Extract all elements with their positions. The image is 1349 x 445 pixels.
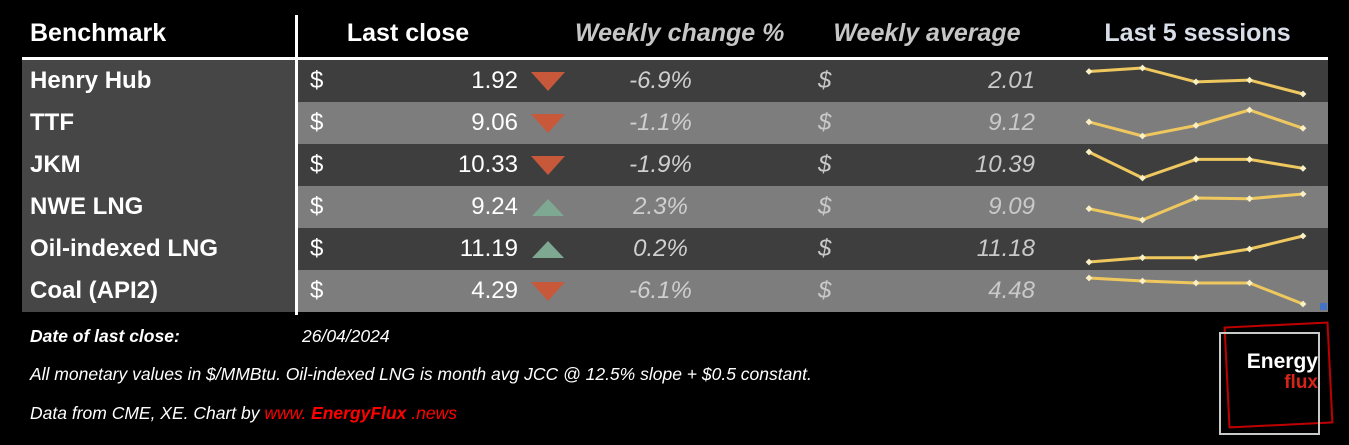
avg-currency-symbol: $ bbox=[818, 109, 832, 136]
weekly-change-value: -1.1% bbox=[629, 109, 692, 136]
last-close-value: 10.33 bbox=[457, 151, 518, 178]
currency-symbol: $ bbox=[310, 193, 324, 220]
selection-corner-artifact bbox=[1320, 303, 1327, 310]
weekly-average-value: 4.48 bbox=[988, 277, 1035, 304]
avg-currency-symbol: $ bbox=[818, 193, 832, 220]
benchmark-label: Oil-indexed LNG bbox=[22, 228, 298, 270]
change-direction-triangle-icon bbox=[531, 155, 565, 175]
last-close-value: 9.24 bbox=[471, 193, 518, 220]
date-value: 26/04/2024 bbox=[302, 326, 390, 346]
weekly-average-value: 9.09 bbox=[988, 193, 1035, 220]
last-close-value: 9.06 bbox=[471, 109, 518, 136]
benchmark-table: Benchmark Last close Weekly change % Wee… bbox=[22, 10, 1328, 315]
date-of-last-close-line: Date of last close: 26/04/2024 bbox=[30, 326, 390, 347]
benchmark-label: JKM bbox=[22, 144, 298, 186]
change-direction-triangle-icon bbox=[531, 113, 565, 133]
last-close-value: 4.29 bbox=[471, 277, 518, 304]
column-header-last-5-sessions: Last 5 sessions bbox=[1104, 19, 1291, 47]
source-credit-line: Data from CME, XE. Chart by www. EnergyF… bbox=[30, 403, 457, 424]
column-header-last-close: Last close bbox=[346, 19, 470, 47]
change-direction-triangle-icon bbox=[532, 198, 564, 216]
table-header-row: Benchmark Last close Weekly change % Wee… bbox=[22, 10, 1328, 60]
currency-symbol: $ bbox=[310, 277, 324, 304]
url-brand[interactable]: EnergyFlux bbox=[311, 403, 407, 423]
avg-currency-symbol: $ bbox=[818, 235, 832, 262]
table-row-jkm: JKM $ 10.33 -1.9% $ 10.39 bbox=[22, 144, 1328, 186]
source-text: Data from CME, XE. Chart by bbox=[30, 403, 265, 423]
sparkline-last-5-sessions bbox=[1084, 63, 1308, 99]
currency-symbol: $ bbox=[310, 67, 324, 94]
sparkline-last-5-sessions bbox=[1084, 231, 1308, 267]
url-www[interactable]: www. bbox=[264, 403, 307, 423]
currency-symbol: $ bbox=[310, 235, 324, 262]
sparkline-last-5-sessions bbox=[1084, 105, 1308, 141]
benchmark-label: TTF bbox=[22, 102, 298, 144]
energyflux-logo: Energy flux bbox=[1213, 318, 1343, 440]
logo-text-energy: Energy bbox=[1246, 350, 1318, 373]
url-tld[interactable]: .news bbox=[411, 403, 457, 423]
benchmark-label: Coal (API2) bbox=[22, 270, 298, 312]
logo-text-flux: flux bbox=[1284, 372, 1318, 393]
benchmark-label: Henry Hub bbox=[22, 60, 298, 102]
last-close-value: 11.19 bbox=[459, 235, 518, 262]
weekly-change-value: 2.3% bbox=[633, 193, 688, 220]
column-header-weekly-change: Weekly change % bbox=[575, 19, 785, 47]
weekly-average-value: 10.39 bbox=[974, 151, 1035, 178]
change-direction-triangle-icon bbox=[531, 71, 565, 91]
sparkline-last-5-sessions bbox=[1084, 189, 1308, 225]
column-header-benchmark: Benchmark bbox=[30, 19, 167, 47]
last-close-value: 1.92 bbox=[471, 67, 518, 94]
weekly-change-value: -1.9% bbox=[629, 151, 692, 178]
table-row-coal-api2: Coal (API2) $ 4.29 -6.1% $ 4.48 bbox=[22, 270, 1328, 312]
currency-symbol: $ bbox=[310, 109, 324, 136]
date-label: Date of last close: bbox=[30, 326, 180, 346]
change-direction-triangle-icon bbox=[531, 281, 565, 301]
table-row-henry-hub: Henry Hub $ 1.92 -6.9% $ 2.01 bbox=[22, 60, 1328, 102]
avg-currency-symbol: $ bbox=[818, 277, 832, 304]
avg-currency-symbol: $ bbox=[818, 67, 832, 94]
column-divider-line bbox=[295, 15, 298, 315]
table-row-nwe-lng: NWE LNG $ 9.24 2.3% $ 9.09 bbox=[22, 186, 1328, 228]
weekly-change-value: 0.2% bbox=[633, 235, 688, 262]
weekly-change-value: -6.1% bbox=[629, 277, 692, 304]
benchmark-label: NWE LNG bbox=[22, 186, 298, 228]
sparkline-last-5-sessions bbox=[1084, 273, 1308, 309]
logo-white-square bbox=[1219, 332, 1320, 435]
currency-symbol: $ bbox=[310, 151, 324, 178]
table-row-ttf: TTF $ 9.06 -1.1% $ 9.12 bbox=[22, 102, 1328, 144]
change-direction-triangle-icon bbox=[532, 240, 564, 258]
weekly-average-value: 2.01 bbox=[988, 67, 1035, 94]
sparkline-last-5-sessions bbox=[1084, 147, 1308, 183]
weekly-average-value: 9.12 bbox=[988, 109, 1035, 136]
avg-currency-symbol: $ bbox=[818, 151, 832, 178]
column-header-weekly-average: Weekly average bbox=[833, 19, 1021, 47]
weekly-average-value: 11.18 bbox=[976, 235, 1035, 262]
units-note: All monetary values in $/MMBtu. Oil-inde… bbox=[30, 364, 812, 384]
table-row-oil-indexed-lng: Oil-indexed LNG $ 11.19 0.2% $ 11.18 bbox=[22, 228, 1328, 270]
weekly-change-value: -6.9% bbox=[629, 67, 692, 94]
